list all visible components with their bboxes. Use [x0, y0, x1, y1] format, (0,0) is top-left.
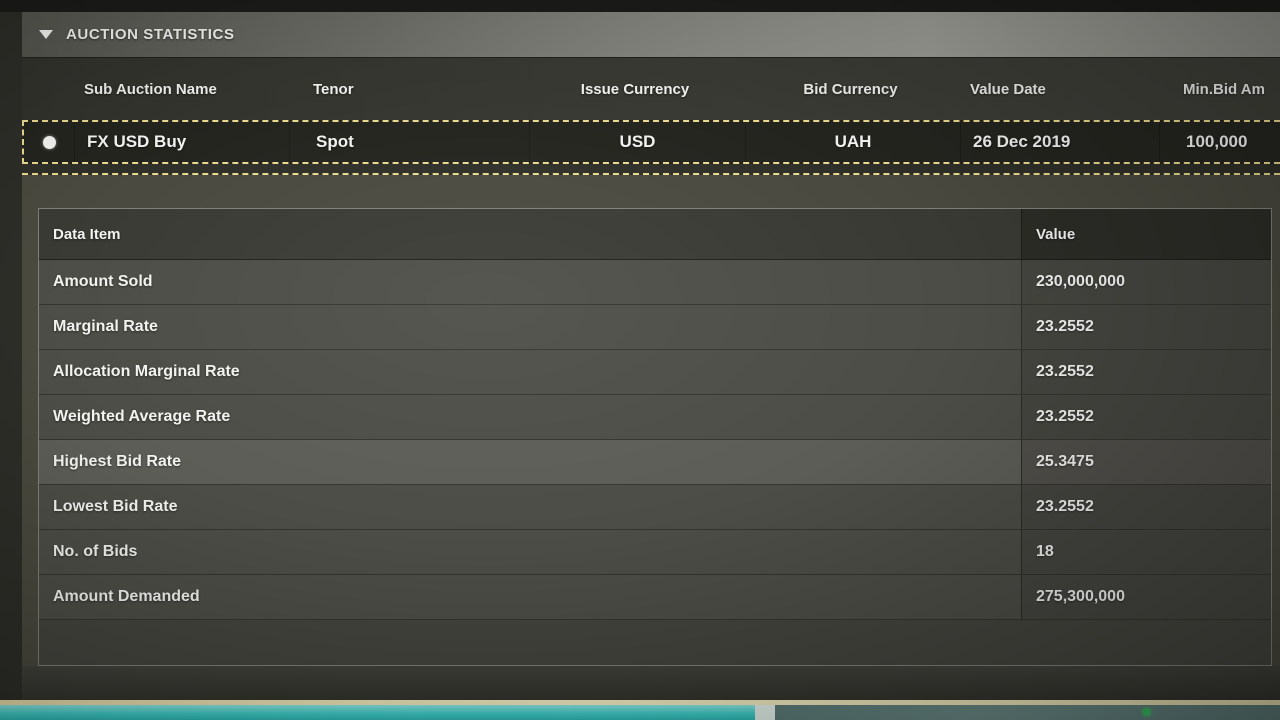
stats-row-marginal-rate[interactable]: Marginal Rate 23.2552 [39, 305, 1271, 350]
stats-value: 23.2552 [1021, 305, 1271, 349]
section-title: AUCTION STATISTICS [66, 26, 235, 43]
auction-statistics-window: AUCTION STATISTICS Sub Auction Name Teno… [22, 12, 1280, 703]
screen-bottom-strip [0, 705, 1280, 720]
header-cell-min-bid-amount: Min.Bid Am [1183, 80, 1265, 98]
cell-bid-currency: UAH [745, 122, 960, 162]
auction-grid-header: Sub Auction Name Tenor Issue Currency Bi… [22, 58, 1280, 120]
stats-item-label: Lowest Bid Rate [39, 485, 1021, 529]
header-cell-tenor: Tenor [313, 80, 354, 98]
stats-row-highest-bid-rate[interactable]: Highest Bid Rate 25.3475 [39, 440, 1271, 485]
stats-item-label: Amount Sold [39, 260, 1021, 304]
cell-issue-currency: USD [529, 122, 745, 162]
stats-row-lowest-bid-rate[interactable]: Lowest Bid Rate 23.2552 [39, 485, 1271, 530]
stats-value: 23.2552 [1021, 485, 1271, 529]
monitor-bezel-top [0, 0, 1280, 12]
header-cell-issue-currency: Issue Currency [580, 80, 690, 98]
bottom-edge-highlight [0, 700, 1280, 705]
stats-item-label: Allocation Marginal Rate [39, 350, 1021, 394]
stats-value: 18 [1021, 530, 1271, 574]
auction-row-selected[interactable]: FX USD Buy Spot USD UAH 26 Dec 2019 100,… [22, 120, 1280, 164]
stats-row-amount-sold[interactable]: Amount Sold 230,000,000 [39, 260, 1271, 305]
statistics-panel: Data Item Value Amount Sold 230,000,000 … [38, 208, 1272, 666]
stats-row-weighted-average-rate[interactable]: Weighted Average Rate 23.2552 [39, 395, 1271, 440]
stats-value: 23.2552 [1021, 350, 1271, 394]
row-selector-cell[interactable] [24, 122, 74, 162]
stats-value: 25.3475 [1021, 440, 1271, 484]
stats-value: 230,000,000 [1021, 260, 1271, 304]
collapse-triangle-icon[interactable] [39, 30, 53, 39]
cell-tenor: Spot [289, 122, 529, 162]
stats-value: 275,300,000 [1021, 575, 1271, 619]
stats-row-amount-demanded[interactable]: Amount Demanded 275,300,000 [39, 575, 1271, 620]
auction-grid-bottom-border [22, 164, 1280, 175]
header-cell-selector [22, 58, 72, 120]
header-cell-sub-auction-name: Sub Auction Name [84, 80, 217, 98]
bottom-strip-cyan-segment [0, 705, 755, 720]
stats-item-label: Highest Bid Rate [39, 440, 1021, 484]
bottom-strip-gray-segment [775, 705, 1280, 720]
stats-row-no-of-bids[interactable]: No. of Bids 18 [39, 530, 1271, 575]
stats-item-label: Marginal Rate [39, 305, 1021, 349]
cell-value-date: 26 Dec 2019 [960, 122, 1159, 162]
cell-sub-auction-name: FX USD Buy [74, 122, 289, 162]
stats-header-data-item: Data Item [39, 209, 1021, 259]
section-gap [22, 175, 1280, 208]
cell-min-bid-amount: 100,000 [1159, 122, 1280, 162]
stats-item-label: Weighted Average Rate [39, 395, 1021, 439]
stats-row-allocation-marginal-rate[interactable]: Allocation Marginal Rate 23.2552 [39, 350, 1271, 395]
stats-item-label: No. of Bids [39, 530, 1021, 574]
green-status-dot-icon [1142, 708, 1151, 716]
header-cell-value-date: Value Date [970, 80, 1046, 98]
stats-value: 23.2552 [1021, 395, 1271, 439]
bottom-strip-divider [755, 705, 775, 720]
selected-radio-icon[interactable] [42, 135, 56, 149]
stats-header-row: Data Item Value [39, 209, 1271, 260]
stats-header-value: Value [1021, 209, 1271, 259]
header-cell-bid-currency: Bid Currency [803, 80, 898, 98]
section-header-auction-statistics[interactable]: AUCTION STATISTICS [22, 12, 1280, 58]
stats-item-label: Amount Demanded [39, 575, 1021, 619]
window-footer-area [22, 666, 1280, 703]
